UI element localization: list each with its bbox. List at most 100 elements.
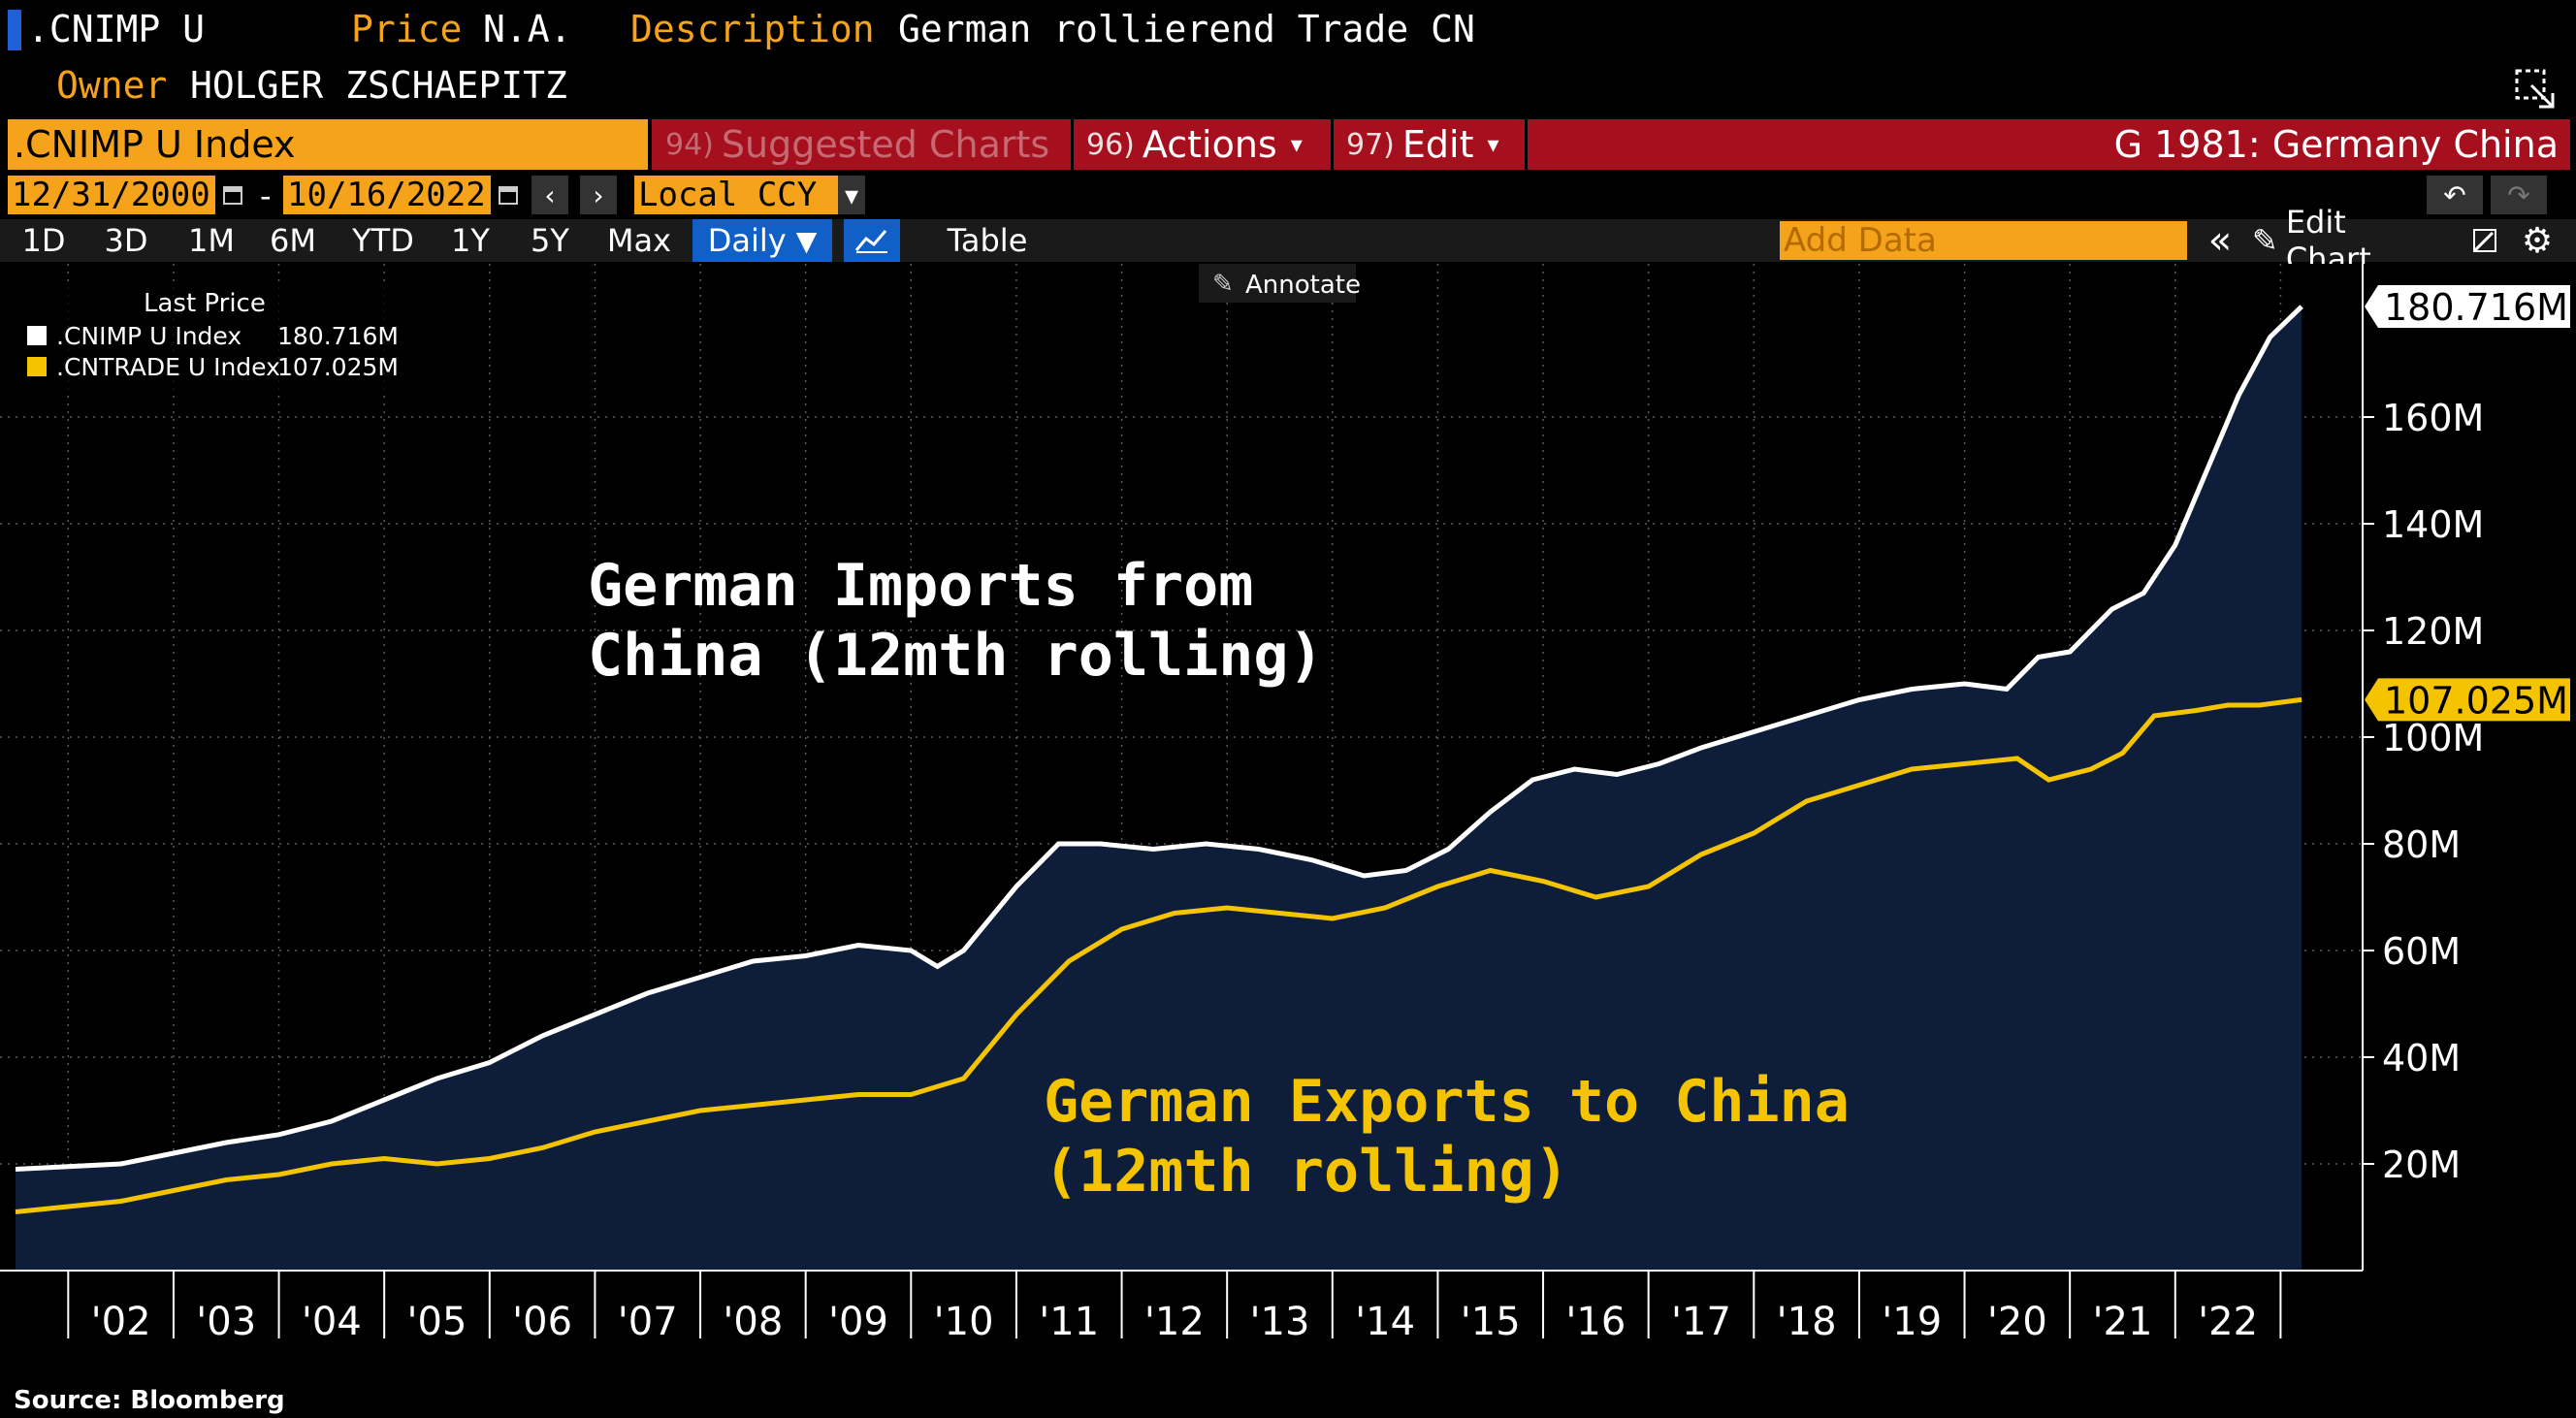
x-tick-label: '13 — [1250, 1300, 1310, 1344]
x-tick-label: '19 — [1882, 1300, 1942, 1344]
edit-chart-button[interactable]: ✎ Edit Chart — [2252, 204, 2425, 277]
range-1y[interactable]: 1Y — [451, 222, 490, 259]
legend-imports-name: .CNIMP U Index — [56, 322, 242, 350]
imports-last-price-tag: 180.716M — [2365, 285, 2570, 329]
prev-period-button[interactable]: ‹ — [531, 176, 568, 214]
pencil-icon: ✎ — [2252, 222, 2278, 259]
edit-num: 97) — [1346, 127, 1395, 162]
start-date-input[interactable]: 12/31/2000 — [8, 176, 215, 214]
range-1d[interactable]: 1D — [21, 222, 66, 259]
range-ytd[interactable]: YTD — [352, 222, 414, 259]
y-tick-label: 80M — [2382, 823, 2461, 866]
source-note: Source: Bloomberg — [14, 1386, 285, 1415]
edit-label: Edit — [1401, 123, 1474, 166]
exports-annotation-line1: German Exports to China — [1044, 1068, 1850, 1136]
exports-last-price-tag: 107.025M — [2365, 678, 2570, 722]
x-tick-label: '22 — [2198, 1300, 2258, 1344]
y-tick-label: 40M — [2382, 1037, 2461, 1080]
imports-annotation-line2: China (12mth rolling) — [588, 622, 1324, 690]
undo-icon[interactable]: ↶ — [2427, 176, 2483, 214]
toolbar-divider — [1071, 119, 1074, 170]
range-1m[interactable]: 1M — [188, 222, 235, 259]
x-tick-label: '10 — [934, 1300, 994, 1344]
x-tick-label: '21 — [2093, 1300, 2153, 1344]
chart-mode-icon[interactable] — [844, 219, 900, 262]
y-tick-label: 120M — [2382, 610, 2484, 653]
x-tick-label: '15 — [1461, 1300, 1521, 1344]
owner-value: HOLGER ZSCHAEPITZ — [190, 64, 567, 107]
date-dash: - — [260, 177, 272, 214]
legend: Last Price .CNIMP U Index 180.716M .CNTR… — [10, 283, 405, 392]
add-data-input[interactable]: Add Data — [1780, 221, 2187, 260]
end-date-input[interactable]: 10/16/2022 — [283, 176, 491, 214]
range-max[interactable]: Max — [606, 222, 672, 259]
x-tick-label: '09 — [828, 1300, 888, 1344]
edit-button[interactable]: 97) Edit ▾ — [1346, 119, 1499, 170]
y-tick-label: 140M — [2382, 503, 2484, 546]
range-3d[interactable]: 3D — [104, 222, 148, 259]
y-tick-label: 20M — [2382, 1144, 2461, 1186]
legend-swatch-imports — [27, 326, 47, 345]
currency-caret-icon[interactable]: ▾ — [838, 176, 865, 214]
annotate-pencil-icon: ✎ — [1212, 270, 1234, 299]
imports-annotation-line1: German Imports from — [588, 552, 1253, 620]
imports-area-fill — [16, 306, 2302, 1272]
actions-button[interactable]: 96) Actions ▾ — [1086, 119, 1303, 170]
collapse-icon[interactable]: « — [2207, 218, 2233, 263]
security-input[interactable]: .CNIMP U Index — [8, 119, 648, 170]
description-value: German rollierend Trade CN — [898, 8, 1475, 50]
legend-swatch-exports — [27, 357, 47, 376]
x-tick-label: '03 — [196, 1300, 256, 1344]
function-toolbar: 94) Suggested Charts 96) Actions ▾ 97) E… — [652, 119, 2570, 170]
x-tick-label: '11 — [1039, 1300, 1099, 1344]
range-5y[interactable]: 5Y — [531, 222, 569, 259]
start-calendar-icon[interactable] — [217, 176, 248, 214]
period-label: Daily — [707, 222, 787, 259]
actions-caret-icon: ▾ — [1290, 131, 1303, 158]
redo-icon[interactable]: ↷ — [2491, 176, 2547, 214]
x-tick-label: '07 — [618, 1300, 678, 1344]
y-tick-label: 160M — [2382, 397, 2484, 439]
x-tick-label: '14 — [1355, 1300, 1415, 1344]
end-calendar-icon[interactable] — [493, 176, 524, 214]
toolbar-divider — [1525, 119, 1528, 170]
imports-last-price-value: 180.716M — [2384, 286, 2568, 329]
x-tick-label: '08 — [723, 1300, 783, 1344]
actions-num: 96) — [1086, 127, 1135, 162]
exports-last-price-value: 107.025M — [2384, 679, 2568, 722]
period-caret-icon: ▼ — [795, 224, 818, 257]
x-axis-ticks: '02 '03 '04 '05 '06 '07 '08 '09 '10 '11 '12 '13 '14 '… — [67, 1271, 2282, 1344]
annotate-button[interactable]: ✎ Annotate — [1199, 264, 1361, 303]
owner-label: Owner — [56, 64, 168, 107]
x-tick-label: '20 — [1987, 1300, 2047, 1344]
y-tick-label: 100M — [2382, 717, 2484, 759]
draw-icon[interactable] — [2463, 219, 2506, 262]
settings-gear-icon[interactable]: ⚙ — [2521, 220, 2554, 261]
description-label: Description — [630, 8, 875, 50]
price-value: N.A. — [483, 8, 572, 50]
page-title: G 1981: Germany China — [2113, 123, 2559, 166]
range-6m[interactable]: 6M — [270, 222, 316, 259]
suggested-charts-num: 94) — [665, 127, 714, 162]
legend-exports-value: 107.025M — [277, 353, 399, 381]
y-axis-ticks: 20M 40M 60M 80M 100M 120M 140M 160M — [2363, 397, 2484, 1186]
legend-title: Last Price — [144, 289, 266, 318]
popout-icon[interactable] — [2514, 68, 2559, 113]
y-tick-label: 60M — [2382, 930, 2461, 973]
x-tick-label: '04 — [302, 1300, 362, 1344]
period-select[interactable]: Daily ▼ — [692, 219, 832, 262]
next-period-button[interactable]: › — [580, 176, 617, 214]
x-tick-label: '16 — [1565, 1300, 1626, 1344]
suggested-charts-button[interactable]: 94) Suggested Charts — [665, 119, 1049, 170]
toolbar-divider — [1331, 119, 1334, 170]
annotate-label: Annotate — [1245, 271, 1361, 300]
suggested-charts-label: Suggested Charts — [721, 123, 1050, 166]
currency-select[interactable]: Local CCY — [634, 176, 838, 214]
price-label: Price — [351, 8, 463, 50]
table-button[interactable]: Table — [947, 222, 1028, 259]
x-tick-label: '18 — [1777, 1300, 1837, 1344]
security-color-marker — [8, 10, 21, 50]
imports-series-line — [15, 305, 2303, 1172]
x-tick-label: '17 — [1671, 1300, 1731, 1344]
